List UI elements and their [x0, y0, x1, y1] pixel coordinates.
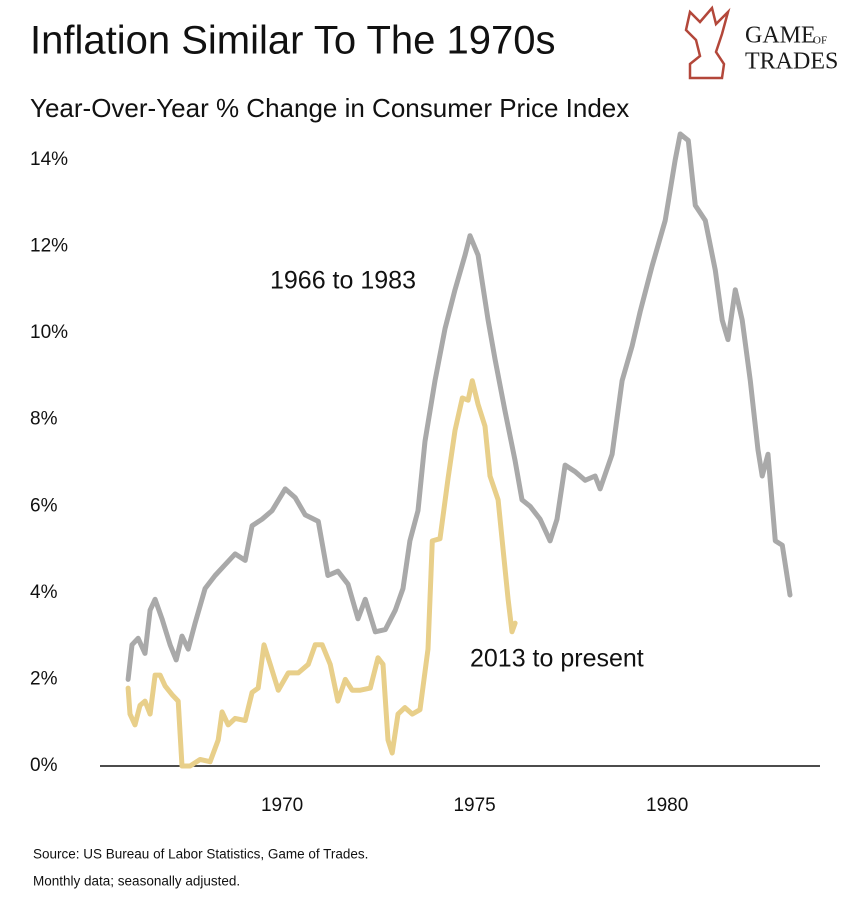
y-tick-label: 0%: [30, 755, 58, 776]
annotation: 2013 to present: [470, 645, 644, 673]
logo-icon: [684, 5, 731, 80]
chart-subtitle: Year-Over-Year % Change in Consumer Pric…: [30, 93, 629, 123]
y-tick-label: 2%: [30, 668, 58, 689]
annotation: 1966 to 1983: [270, 267, 416, 295]
series-line: [125, 131, 793, 682]
logo-text: GAME: [745, 23, 816, 49]
x-tick-label: 1975: [453, 795, 495, 816]
source-note: Monthly data; seasonally adjusted.: [33, 874, 240, 889]
y-tick-label: 8%: [30, 409, 58, 430]
y-tick-label: 6%: [30, 495, 58, 516]
x-tick-label: 1980: [646, 795, 688, 816]
logo-text: OF: [813, 35, 827, 47]
y-tick-label: 14%: [30, 149, 68, 170]
series-line: [125, 378, 518, 769]
logo: GAME OF TRADES: [684, 5, 838, 80]
x-tick-label: 1970: [261, 795, 303, 816]
y-tick-label: 4%: [30, 582, 58, 603]
source-note: Source: US Bureau of Labor Statistics, G…: [33, 847, 368, 862]
logo-text: TRADES: [745, 49, 838, 75]
chart-title: Inflation Similar To The 1970s: [30, 19, 556, 63]
y-tick-label: 10%: [30, 322, 68, 343]
y-tick-label: 12%: [30, 236, 68, 257]
